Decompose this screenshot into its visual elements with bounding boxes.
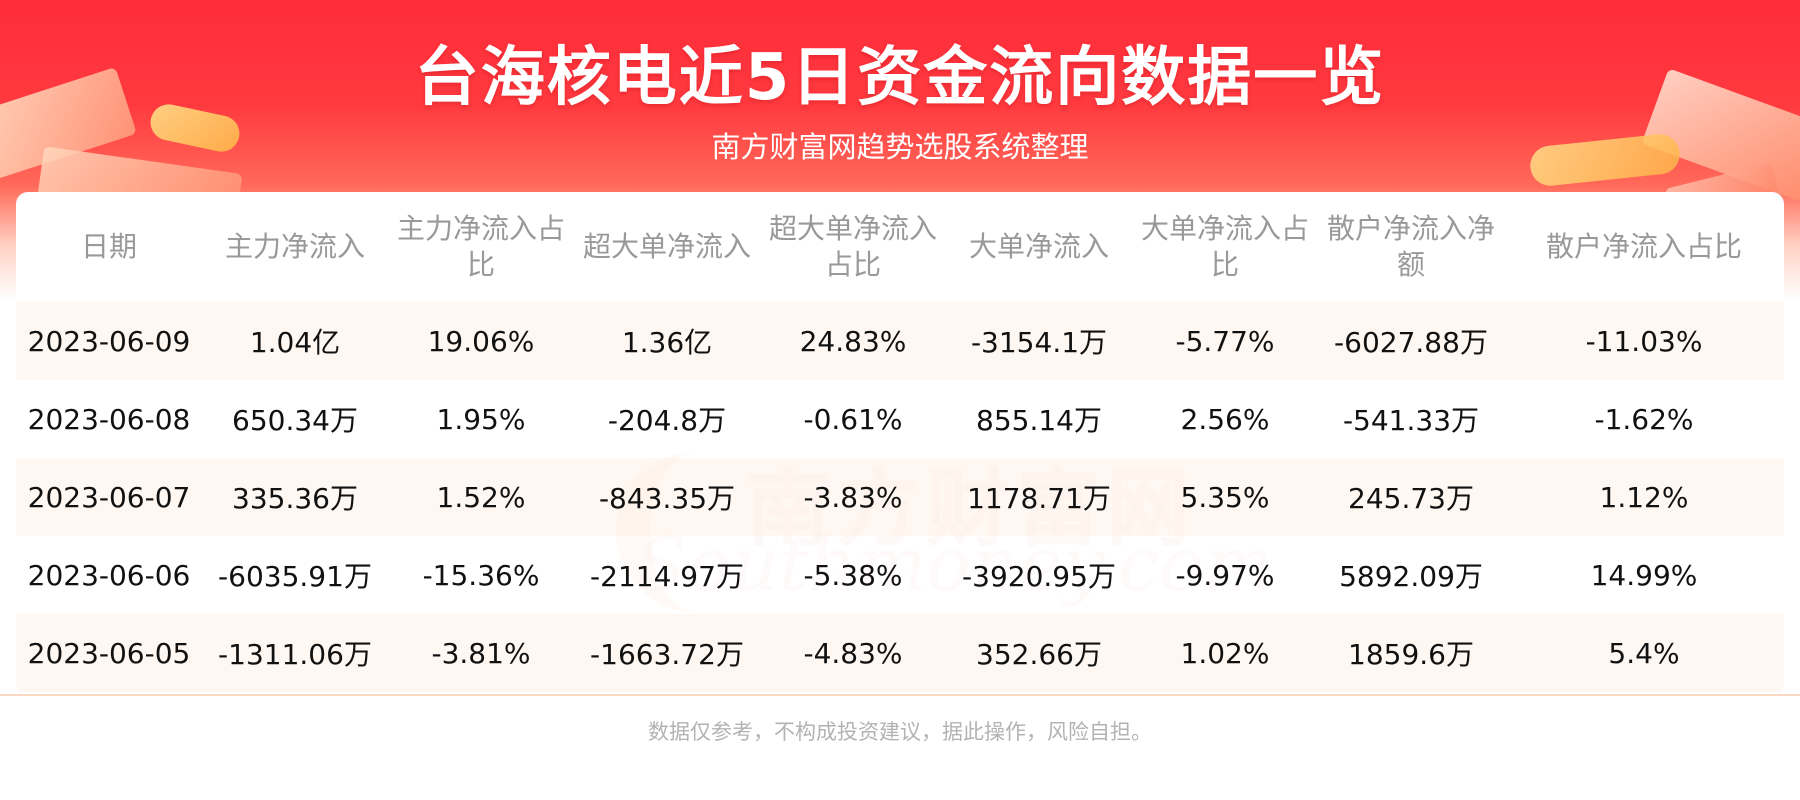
table-cell: 14.99% (1504, 536, 1784, 614)
table-cell: -6027.88万 (1318, 302, 1504, 380)
table-cell: -204.8万 (574, 380, 760, 458)
table-row: 2023-06-05 -1311.06万 -3.81% -1663.72万 -4… (16, 614, 1784, 692)
table-cell: -3154.1万 (946, 302, 1132, 380)
table-cell: -5.77% (1132, 302, 1318, 380)
table-cell: -15.36% (388, 536, 574, 614)
column-header: 超大单净流入 (582, 230, 751, 263)
table-cell: -1311.06万 (202, 614, 388, 692)
table-cell: 2023-06-09 (16, 302, 202, 380)
table-cell: 855.14万 (946, 380, 1132, 458)
column-header: 主力净流入 (224, 230, 365, 263)
column-header: 散户净流入占比 (1545, 230, 1742, 263)
table-row: 2023-06-06 -6035.91万 -15.36% -2114.97万 -… (16, 536, 1784, 614)
table-cell: 1178.71万 (946, 458, 1132, 536)
footer-divider (0, 694, 1800, 696)
table-cell: -0.61% (760, 380, 946, 458)
column-header: 超大单净流入占比 (768, 212, 937, 281)
table-row: 2023-06-08 650.34万 1.95% -204.8万 -0.61% … (16, 380, 1784, 458)
table-cell: 1.04亿 (202, 302, 388, 380)
table-cell: -843.35万 (574, 458, 760, 536)
page-title: 台海核电近5日资金流向数据一览 (414, 41, 1386, 115)
table-cell: 1.95% (388, 380, 574, 458)
table-cell: 5.4% (1504, 614, 1784, 692)
table-cell: 352.66万 (946, 614, 1132, 692)
page-subtitle: 南方财富网趋势选股系统整理 (711, 130, 1089, 164)
data-table-card: 南方财富网 Southmoney.com 日期 主力净流入 主力净流入占比 超大… (16, 192, 1784, 696)
fund-flow-table: 日期 主力净流入 主力净流入占比 超大单净流入 超大单净流入占比 大单净流入 大… (16, 192, 1784, 692)
table-cell: -1663.72万 (574, 614, 760, 692)
table-cell: 2023-06-07 (16, 458, 202, 536)
table-cell: 1.36亿 (574, 302, 760, 380)
table-cell: 1.12% (1504, 458, 1784, 536)
column-header: 散户净流入净额 (1326, 212, 1495, 281)
table-cell: 245.73万 (1318, 458, 1504, 536)
column-header: 日期 (80, 230, 137, 263)
disclaimer-text: 数据仅参考，不构成投资建议，据此操作，风险自担。 (648, 720, 1152, 744)
table-cell: 650.34万 (202, 380, 388, 458)
table-cell: 1.52% (388, 458, 574, 536)
table-cell: 2023-06-06 (16, 536, 202, 614)
table-cell: -4.83% (760, 614, 946, 692)
table-cell: -2114.97万 (574, 536, 760, 614)
table-row: 2023-06-07 335.36万 1.52% -843.35万 -3.83%… (16, 458, 1784, 536)
column-header: 主力净流入占比 (396, 212, 565, 281)
column-header: 大单净流入占比 (1140, 212, 1309, 281)
table-cell: -3.83% (760, 458, 946, 536)
table-cell: -11.03% (1504, 302, 1784, 380)
table-cell: -3.81% (388, 614, 574, 692)
table-header-row: 日期 主力净流入 主力净流入占比 超大单净流入 超大单净流入占比 大单净流入 大… (16, 192, 1784, 302)
table-cell: -3920.95万 (946, 536, 1132, 614)
table-cell: -1.62% (1504, 380, 1784, 458)
table-cell: -9.97% (1132, 536, 1318, 614)
table-cell: 5.35% (1132, 458, 1318, 536)
table-cell: 5892.09万 (1318, 536, 1504, 614)
table-cell: 2.56% (1132, 380, 1318, 458)
table-cell: 19.06% (388, 302, 574, 380)
column-header: 大单净流入 (968, 230, 1109, 263)
table-cell: 2023-06-08 (16, 380, 202, 458)
table-row: 2023-06-09 1.04亿 19.06% 1.36亿 24.83% -31… (16, 302, 1784, 380)
table-cell: 24.83% (760, 302, 946, 380)
table-cell: 1.02% (1132, 614, 1318, 692)
table-cell: -5.38% (760, 536, 946, 614)
table-cell: 1859.6万 (1318, 614, 1504, 692)
table-cell: -6035.91万 (202, 536, 388, 614)
table-cell: 2023-06-05 (16, 614, 202, 692)
table-cell: 335.36万 (202, 458, 388, 536)
table-cell: -541.33万 (1318, 380, 1504, 458)
